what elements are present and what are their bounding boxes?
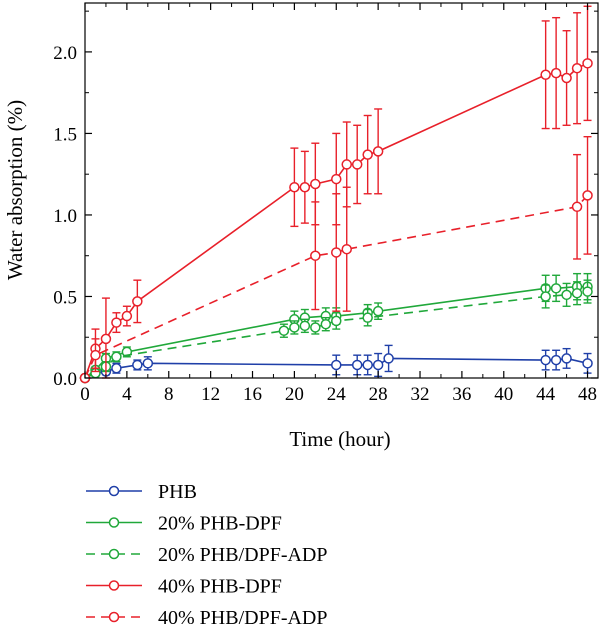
data-point xyxy=(561,353,572,364)
data-point xyxy=(540,69,551,80)
data-point xyxy=(310,250,321,261)
legend-marker xyxy=(108,580,120,591)
data-point xyxy=(341,159,352,170)
x-tick-label: 44 xyxy=(536,384,556,405)
data-point xyxy=(362,149,373,160)
legend-label: 40% PHB/DPF-ADP xyxy=(158,607,327,629)
data-point xyxy=(561,289,572,301)
x-tick-label: 24 xyxy=(327,384,347,405)
x-tick-label: 8 xyxy=(164,384,174,405)
series-3 xyxy=(79,5,593,384)
x-tick-label: 20 xyxy=(285,384,304,405)
data-point xyxy=(121,310,133,322)
data-point xyxy=(550,283,562,294)
data-point xyxy=(362,359,373,371)
data-point xyxy=(111,362,122,374)
data-point xyxy=(331,173,342,185)
legend-marker xyxy=(108,548,120,560)
x-tick-label: 48 xyxy=(578,384,597,405)
plot-area xyxy=(79,5,593,384)
data-point xyxy=(561,72,572,84)
plot-frame xyxy=(84,2,599,379)
data-point xyxy=(351,359,363,371)
data-point xyxy=(111,351,122,363)
data-point xyxy=(540,291,551,302)
y-tick-label: 0.5 xyxy=(53,287,77,308)
x-tick-label: 28 xyxy=(369,384,388,405)
data-point xyxy=(299,320,311,332)
legend-label: 20% PHB-DPF xyxy=(158,513,282,535)
data-point xyxy=(571,62,583,74)
legend-label: 20% PHB/DPF-ADP xyxy=(158,544,327,566)
series-line xyxy=(84,290,588,379)
data-point xyxy=(571,287,583,299)
data-point xyxy=(550,354,562,366)
data-point xyxy=(372,146,384,157)
data-point xyxy=(582,286,593,297)
legend-label: 40% PHB-DPF xyxy=(158,576,282,598)
legend: PHB 20% PHB-DPF 20% PHB/DPF-ADP 40% PHB-DPF… xyxy=(86,481,327,629)
y-tick-label: 1.0 xyxy=(53,206,77,227)
legend-item: 40% PHB-DPF xyxy=(86,576,282,598)
x-tick-label: 0 xyxy=(80,384,90,405)
data-point xyxy=(142,358,154,369)
legend-item: PHB xyxy=(86,481,197,503)
data-point xyxy=(550,67,562,79)
data-point xyxy=(111,317,122,328)
data-point xyxy=(540,354,551,366)
legend-item: 20% PHB/DPF-ADP xyxy=(86,544,327,566)
data-point xyxy=(383,353,394,364)
y-tick-label: 2.0 xyxy=(53,43,77,64)
data-point xyxy=(582,358,593,369)
data-point xyxy=(582,190,593,201)
data-point xyxy=(310,322,321,333)
data-point xyxy=(90,349,101,361)
x-tick-label: 36 xyxy=(452,384,471,405)
data-point xyxy=(289,322,300,333)
data-point xyxy=(331,315,342,327)
x-tick-label: 16 xyxy=(243,384,262,405)
data-point xyxy=(278,325,290,336)
legend-item: 20% PHB-DPF xyxy=(86,513,282,535)
y-tick-label: 0.0 xyxy=(53,369,77,390)
legend-marker xyxy=(108,611,120,623)
data-point xyxy=(299,181,311,193)
data-point xyxy=(582,58,593,69)
legend-label: PHB xyxy=(158,481,197,503)
x-tick-label: 4 xyxy=(122,384,132,405)
data-point xyxy=(132,359,143,371)
axes: 0 4 8 12 16 20 24 28 32 36 40 44 480.00.51.01.52.0 xyxy=(53,2,599,405)
data-point xyxy=(351,159,363,170)
y-axis-label: Water absorption (%) xyxy=(3,100,27,280)
x-axis-label: Time (hour) xyxy=(289,427,390,451)
data-point xyxy=(331,359,342,371)
data-point xyxy=(320,318,332,330)
data-point xyxy=(372,359,384,371)
data-point xyxy=(341,243,352,255)
x-tick-label: 32 xyxy=(411,384,430,405)
legend-marker xyxy=(108,485,120,497)
x-tick-label: 40 xyxy=(494,384,513,405)
data-point xyxy=(331,247,342,258)
data-point xyxy=(100,333,112,345)
x-tick-label: 12 xyxy=(201,384,220,405)
legend-marker xyxy=(108,517,120,528)
data-point xyxy=(362,312,373,323)
series-4 xyxy=(79,135,593,384)
legend-item: 40% PHB/DPF-ADP xyxy=(86,607,327,629)
y-tick-label: 1.5 xyxy=(53,124,77,145)
data-point xyxy=(289,181,300,193)
data-point xyxy=(310,178,321,190)
data-point xyxy=(571,201,583,213)
data-point xyxy=(132,296,143,307)
data-point xyxy=(372,305,384,317)
